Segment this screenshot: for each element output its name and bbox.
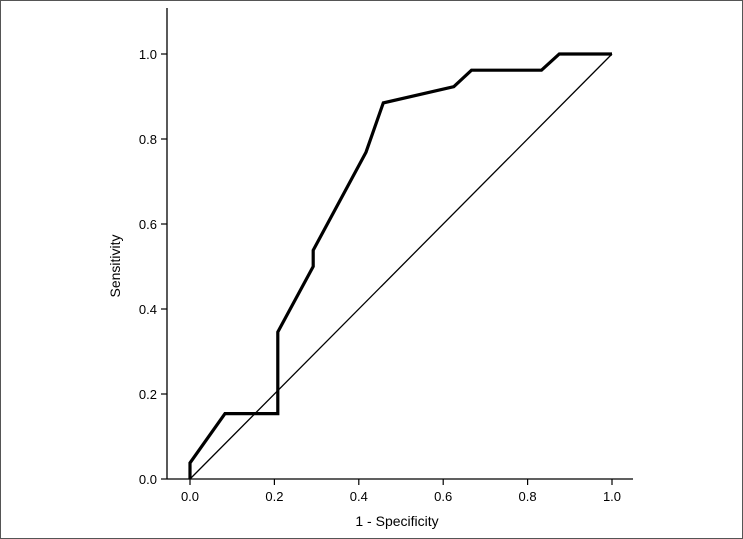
y-tick-label: 0.4 (139, 302, 157, 317)
series-lines (188, 52, 613, 480)
roc-curve-line (188, 52, 612, 479)
y-axis-label: Sensitivity (107, 234, 123, 297)
ticks: 0.0 0.2 0.4 0.6 0.8 1.0 0.0 0.2 0.4 0.6 0.8 1.0 (139, 47, 621, 504)
x-tick-label: 0.2 (265, 489, 283, 504)
x-tick-label: 0.0 (181, 489, 199, 504)
x-tick-label: 0.6 (434, 489, 452, 504)
y-tick-label: 1.0 (139, 47, 157, 62)
x-tick-label: 0.8 (519, 489, 537, 504)
x-axis-label: 1 - Specificity (355, 513, 438, 529)
reference-diagonal-line (189, 53, 613, 480)
y-tick-label: 0.2 (139, 387, 157, 402)
y-tick-label: 0.0 (139, 472, 157, 487)
y-tick-label: 0.8 (139, 132, 157, 147)
y-tick-label: 0.6 (139, 217, 157, 232)
axes (166, 8, 633, 480)
x-tick-label: 1.0 (603, 489, 621, 504)
x-tick-label: 0.4 (350, 489, 368, 504)
